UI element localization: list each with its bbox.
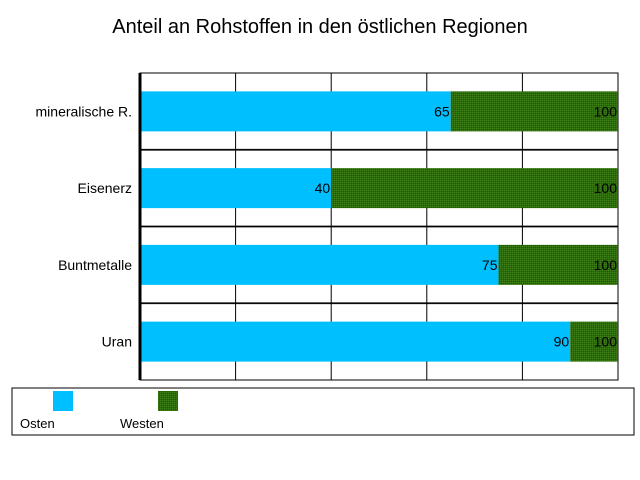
bar-westen bbox=[570, 321, 618, 362]
plot-area bbox=[138, 72, 619, 381]
bar-westen bbox=[331, 168, 618, 209]
legend-swatch bbox=[158, 391, 178, 411]
data-label: 40 bbox=[315, 180, 331, 196]
legend-label: Osten bbox=[20, 416, 55, 431]
data-label: 90 bbox=[554, 334, 570, 350]
horizontal-gridlines bbox=[140, 148, 618, 305]
legend-frame bbox=[11, 387, 635, 436]
category-label: Buntmetalle bbox=[58, 257, 132, 273]
data-label: 100 bbox=[594, 180, 618, 196]
category-label: Eisenerz bbox=[78, 180, 132, 196]
legend-label: Westen bbox=[120, 416, 164, 431]
bar-westen bbox=[450, 91, 618, 132]
bar-westen bbox=[498, 244, 618, 285]
bar-osten bbox=[140, 168, 332, 209]
data-label: 100 bbox=[594, 103, 618, 119]
data-label: 75 bbox=[482, 257, 498, 273]
category-label: Uran bbox=[102, 334, 132, 350]
bars bbox=[140, 91, 618, 362]
category-label: mineralische R. bbox=[36, 103, 132, 119]
bar-osten bbox=[140, 321, 571, 362]
bar-osten bbox=[140, 244, 499, 285]
data-label: 65 bbox=[434, 103, 450, 119]
chart-title: Anteil an Rohstoffen in den östlichen Re… bbox=[112, 16, 527, 38]
data-label: 100 bbox=[594, 257, 618, 273]
legend: Osten Westen bbox=[11, 387, 635, 436]
bar-osten bbox=[140, 91, 451, 132]
data-labels: 65 100 40 100 75 100 90 100 bbox=[315, 103, 618, 349]
data-label: 100 bbox=[594, 334, 618, 350]
legend-items: Osten Westen bbox=[20, 391, 178, 431]
legend-swatch bbox=[53, 391, 73, 411]
category-labels: mineralische R. Eisenerz Buntmetalle Uran bbox=[36, 103, 133, 349]
